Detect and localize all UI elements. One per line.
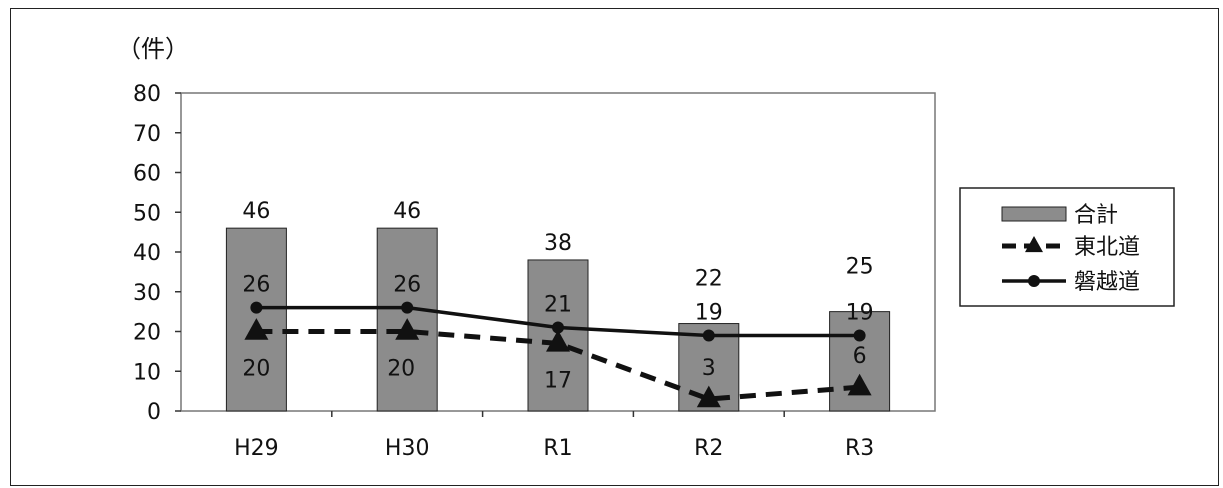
tohokudo-value-label: 17 xyxy=(544,368,572,393)
legend-label: 東北道 xyxy=(1074,235,1140,260)
banetsudo-value-label: 26 xyxy=(393,273,421,298)
bar-value-label: 25 xyxy=(846,255,874,280)
x-tick-label: R3 xyxy=(845,436,874,461)
marker-circle xyxy=(250,301,263,314)
bar-value-label: 22 xyxy=(695,267,723,292)
plot-area: 0 10 20 30 40 50 60 70 80 H29 H30 R1 R2 R3 46 46 38 22 25 2… xyxy=(133,82,936,461)
x-tick-label: H29 xyxy=(234,436,279,461)
legend-box xyxy=(959,187,1175,307)
marker-triangle xyxy=(395,318,420,340)
marker-triangle xyxy=(696,385,721,408)
tohokudo-value-label: 6 xyxy=(853,344,867,369)
bar-value-label: 46 xyxy=(393,199,421,224)
marker-circle xyxy=(552,321,564,334)
y-tick-label: 20 xyxy=(133,321,161,346)
y-tick-label: 10 xyxy=(133,360,161,385)
y-unit-label: （件） xyxy=(117,35,189,63)
legend-swatch-bar xyxy=(1001,206,1067,222)
banetsudo-value-label: 21 xyxy=(544,293,572,318)
tohokudo-value-label: 20 xyxy=(242,357,270,382)
banetsudo-value-label: 26 xyxy=(242,273,270,298)
legend-marker-triangle xyxy=(1025,235,1043,253)
tohokudo-value-label: 3 xyxy=(702,356,716,381)
y-tick-label: 30 xyxy=(133,281,161,306)
y-tick-label: 70 xyxy=(133,122,161,147)
legend-label: 合計 xyxy=(1074,203,1118,228)
y-tick-label: 60 xyxy=(133,162,161,187)
y-tick-label: 50 xyxy=(133,201,161,226)
y-tick-label: 40 xyxy=(133,241,161,266)
y-tick-label: 0 xyxy=(147,400,161,425)
banetsudo-value-label: 19 xyxy=(846,300,874,325)
marker-circle xyxy=(401,301,414,314)
marker-triangle xyxy=(546,330,570,352)
x-tick-label: R2 xyxy=(694,436,723,461)
y-tick-label: 80 xyxy=(133,82,161,107)
x-tick-label: R1 xyxy=(543,436,572,461)
bar-value-label: 38 xyxy=(544,231,572,256)
marker-triangle xyxy=(244,318,269,340)
legend-marker-circle xyxy=(1028,275,1040,287)
banetsudo-value-label: 19 xyxy=(695,300,723,325)
marker-circle xyxy=(853,329,866,342)
bar-value-label: 46 xyxy=(242,199,270,224)
x-tick-label: H30 xyxy=(385,436,430,461)
legend-label: 磐越道 xyxy=(1074,270,1140,295)
marker-triangle xyxy=(847,373,872,396)
marker-circle xyxy=(702,329,715,342)
tohokudo-value-label: 20 xyxy=(387,357,415,382)
